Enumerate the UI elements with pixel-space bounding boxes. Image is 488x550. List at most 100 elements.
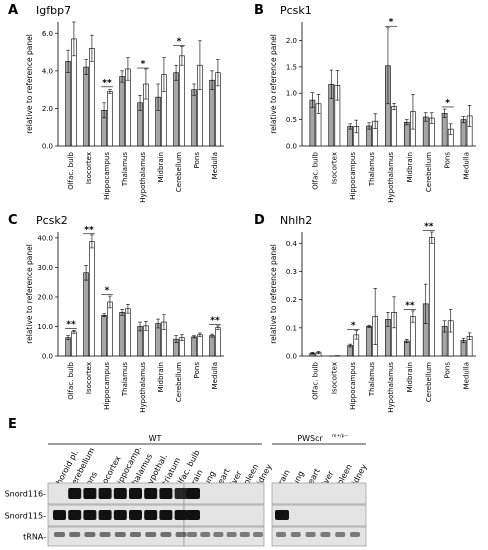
band-snord116 <box>144 488 158 499</box>
band-trna <box>84 532 96 537</box>
bar <box>209 335 215 357</box>
bar <box>179 55 185 147</box>
band-trna <box>130 532 141 537</box>
x-tick-label: Isocortex <box>85 152 93 184</box>
x-tick-label: Cerebellum <box>425 152 433 192</box>
chart-title: Igfbp7 <box>36 4 71 17</box>
significance-marker: * <box>445 98 450 108</box>
x-tick-label: Hippocampus <box>103 362 111 410</box>
y-axis-label: relative to reference panel <box>25 244 34 344</box>
band-snord116 <box>68 488 82 499</box>
bar <box>173 72 179 147</box>
bar <box>155 323 161 357</box>
panel-label: D <box>254 213 265 228</box>
x-tick-label: Isocortex <box>85 362 93 394</box>
blot-row-label: Snord116- <box>5 490 47 499</box>
band-trna <box>290 532 301 537</box>
band-snord115 <box>275 510 289 520</box>
y-tick-label: 1.5 <box>286 63 297 71</box>
band-trna <box>320 532 331 537</box>
band-trna <box>175 532 187 537</box>
x-tick-label: Hippocampus <box>103 152 111 200</box>
x-tick-label: Medulla <box>211 152 219 179</box>
x-tick-label: Midbrain <box>157 362 165 392</box>
band-trna <box>160 532 172 537</box>
significance-marker: ** <box>84 225 94 235</box>
blot-membrane <box>271 482 367 505</box>
x-tick-label: Thalamus <box>121 362 129 397</box>
panel-label: E <box>8 417 17 432</box>
x-tick-label: Pons <box>444 362 452 379</box>
bar <box>197 334 203 357</box>
chart-title: Pcsk2 <box>36 214 68 227</box>
x-tick-label: Thalamus <box>121 152 129 187</box>
x-tick-label: Olfac. bulb <box>67 151 75 189</box>
y-axis-label: relative to reference panel <box>269 34 278 134</box>
blot-panel: EWT PWScr m+/p−Choroid pl.CerebellumPonsIs… <box>5 417 369 547</box>
significance-marker: * <box>351 321 356 331</box>
x-tick-label: Olfac. bulb <box>67 361 75 399</box>
significance-marker: ** <box>102 78 112 88</box>
significance-marker: ** <box>66 320 76 330</box>
chart-title: Nhlh2 <box>280 214 312 227</box>
bar <box>366 326 372 357</box>
y-axis-label: relative to reference panel <box>269 244 278 344</box>
blot-membrane <box>271 526 367 547</box>
y-tick-label: 6.0 <box>42 30 53 38</box>
bar <box>191 336 197 357</box>
x-tick-label: Pons <box>444 152 452 169</box>
x-tick-label: Hypothalamus <box>139 152 147 203</box>
x-tick-label: Olfac. bulb <box>311 361 319 399</box>
bar <box>107 91 113 147</box>
x-tick-label: Isocortex <box>330 362 338 394</box>
band-snord115 <box>113 510 127 520</box>
band-snord115 <box>186 510 200 520</box>
band-snord115 <box>144 510 158 520</box>
bar <box>119 76 125 147</box>
band-snord116 <box>83 488 97 499</box>
y-tick-label: 20.0 <box>37 293 53 301</box>
y-tick-label: 4.0 <box>42 67 53 75</box>
y-tick-label: 0.0 <box>286 143 297 151</box>
significance-marker: ** <box>405 301 415 311</box>
chart-panel-a: A Igfbp7 0.0 2.0 4.0 6.0 relative to reference… <box>8 3 224 203</box>
band-trna <box>187 532 197 537</box>
x-tick-label: Medulla <box>211 362 219 389</box>
x-tick-label: Cerebellum <box>175 152 183 192</box>
band-trna <box>335 532 346 537</box>
blot-row-label: tRNA- <box>23 533 46 542</box>
bar <box>101 314 107 357</box>
group-label-pws: PWScr <box>297 434 323 443</box>
band-trna <box>226 532 237 537</box>
band-trna <box>145 532 157 537</box>
x-tick-label: Hippocampus <box>349 152 357 200</box>
significance-marker: ** <box>210 316 220 326</box>
x-tick-label: Hypothalamus <box>139 362 147 413</box>
panel-label: C <box>8 213 18 228</box>
bar <box>403 340 410 357</box>
significance-marker: * <box>389 18 394 28</box>
bar <box>89 241 95 357</box>
y-axis-label: relative to reference panel <box>25 34 34 134</box>
x-tick-label: Midbrain <box>406 362 414 392</box>
chart-title: Pcsk1 <box>280 4 312 17</box>
y-tick-label: 0.4 <box>286 240 298 248</box>
bar <box>107 301 113 357</box>
chart-panel-b: B Pcsk1 0.0 0.5 1.0 1.5 2.0 relative to referen… <box>254 3 476 203</box>
bar <box>83 272 89 357</box>
band-snord115 <box>68 510 82 520</box>
y-tick-label: 0.0 <box>286 353 297 361</box>
x-tick-label: Pons <box>193 152 201 169</box>
y-tick-label: 1.0 <box>286 90 297 98</box>
x-tick-label: Medulla <box>463 362 471 389</box>
panel-label: B <box>254 3 264 18</box>
x-tick-label: Hippocampus <box>349 362 357 410</box>
x-tick-label: Hypothalamus <box>387 152 395 203</box>
significance-marker: * <box>177 37 182 47</box>
band-snord115 <box>159 510 173 520</box>
y-tick-label: 0.5 <box>286 116 297 124</box>
bar <box>215 327 221 357</box>
bar <box>441 112 448 147</box>
group-label-wt: WT <box>149 434 162 443</box>
